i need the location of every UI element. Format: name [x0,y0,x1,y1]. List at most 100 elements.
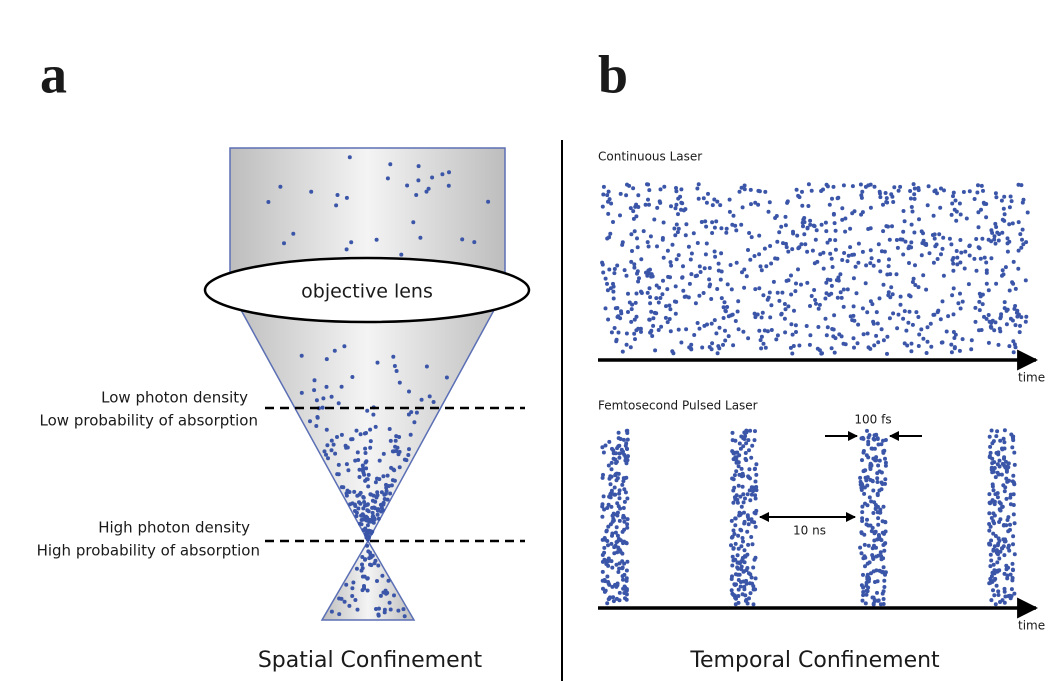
photon [885,335,889,339]
photon [654,311,658,315]
photon [633,337,637,341]
photon [399,253,403,257]
photon [952,312,956,316]
photon [874,503,878,507]
photon [826,278,830,282]
photon [711,203,715,207]
photon [362,473,366,477]
photon [872,596,876,600]
photon [801,224,805,228]
side-label: Low probability of absorption [40,412,258,430]
photon [601,473,605,477]
photon [834,336,838,340]
photon [687,345,691,349]
photon [826,184,830,188]
photon [697,182,701,186]
photon [793,289,797,293]
photon [800,204,804,208]
photon [402,607,406,611]
photon [604,529,608,533]
photon [1008,289,1012,293]
photon [710,347,714,351]
photon [942,188,946,192]
photon [332,443,336,447]
photon [968,189,972,193]
photon [936,257,940,261]
photon [789,274,793,278]
photon [613,326,617,330]
photon [737,601,741,605]
photon [808,219,812,223]
photon [879,550,883,554]
photon [344,583,348,587]
photon [351,501,355,505]
axis-label: time [1018,371,1045,385]
photon [380,490,384,494]
photon [386,474,390,478]
photon [817,307,821,311]
photon [608,232,612,236]
photon [649,329,653,333]
photon [615,472,619,476]
photon [989,256,993,260]
photon [403,458,407,462]
photon [409,433,413,437]
photon [741,492,745,496]
photon [622,506,626,510]
photon [997,593,1001,597]
photon [694,301,698,305]
photon [987,581,991,585]
photon [954,219,958,223]
photon [824,229,828,233]
photon [687,295,691,299]
photon [963,267,967,271]
photon [747,231,751,235]
photon [929,345,933,349]
photon [330,439,334,443]
photon [790,247,794,251]
photon [615,264,619,268]
photon [688,282,692,286]
photon [904,329,908,333]
photon [861,586,865,590]
photon [646,240,650,244]
photon [973,306,977,310]
photon [440,172,444,176]
photon [390,483,394,487]
photon [351,437,355,441]
photon [883,477,887,481]
photon [371,511,375,515]
photon [744,457,748,461]
photon [741,330,745,334]
figure: a objective lens Low photon density Low … [0,0,1052,681]
photon [732,477,736,481]
photon [355,567,359,571]
photon [770,328,774,332]
photon [704,252,708,256]
photon [768,244,772,248]
photon [810,189,814,193]
photon [731,489,735,493]
photon [1014,287,1018,291]
photon [846,287,850,291]
photon [603,590,607,594]
photon [1004,460,1008,464]
photon [674,284,678,288]
photon [865,581,869,585]
photon [739,544,743,548]
photon [334,203,338,207]
photon [376,564,380,568]
photon [619,309,623,313]
photon [837,332,841,336]
photon [416,178,420,182]
photon [392,449,396,453]
photon [955,262,959,266]
photon [616,570,620,574]
photon [989,598,993,602]
photon [955,256,959,260]
photon [668,317,672,321]
photon [818,303,822,307]
photon [732,214,736,218]
photon [913,197,917,201]
photon [997,239,1001,243]
